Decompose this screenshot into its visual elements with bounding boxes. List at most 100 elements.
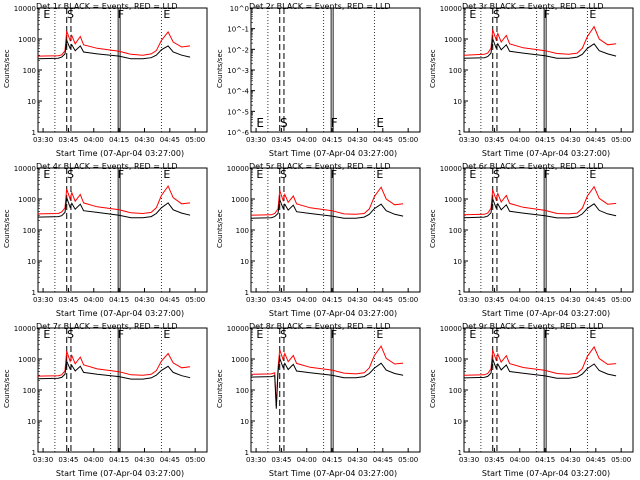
detector-panel-4: 1 10 100 1000 10000 03:30 03:45 04:00 04:15 04:30… xyxy=(0,160,213,320)
panel-plot-svg: 1 10 100 1000 10000 03:30 03:45 04:00 04:15 04:30… xyxy=(440,5,634,144)
x-tick-label: 03:45 xyxy=(484,296,504,304)
panel-title: Det 4r BLACK = Events, RED = LLD xyxy=(36,162,178,171)
events-series-line xyxy=(250,358,404,409)
x-axis-label: Start Time (07-Apr-04 03:27:00) xyxy=(55,149,185,158)
x-tick-label: 05:00 xyxy=(611,296,631,304)
y-tick-label: 10^-4 xyxy=(227,88,249,96)
x-tick-label: 03:45 xyxy=(58,136,78,144)
lld-series-line xyxy=(463,185,617,216)
panel-plot-svg: 1 10 100 1000 10000 03:30 03:45 04:00 04:15 04:30… xyxy=(14,5,208,144)
x-tick-label: 04:00 xyxy=(84,136,104,144)
x-tick-label: 04:30 xyxy=(560,296,580,304)
y-tick-label: 1 xyxy=(245,449,249,457)
x-tick-label: 04:00 xyxy=(297,456,317,464)
lld-series-line xyxy=(37,350,191,377)
detector-panel-3: 1 10 100 1000 10000 03:30 03:45 04:00 04:15 04:30… xyxy=(426,0,639,160)
x-tick-label: 04:45 xyxy=(586,296,606,304)
y-tick-label: 10000 xyxy=(440,325,462,333)
x-tick-label: 03:45 xyxy=(484,456,504,464)
x-tick-label: 05:00 xyxy=(611,136,631,144)
detector-panel-5: 1 10 100 1000 10000 03:30 03:45 04:00 04:15 04:30… xyxy=(213,160,426,320)
x-tick-label: 04:30 xyxy=(134,456,154,464)
event-marker-label: F xyxy=(118,168,124,181)
y-tick-label: 10 xyxy=(453,258,462,266)
x-tick-label: 05:00 xyxy=(398,296,418,304)
x-tick-label: 04:45 xyxy=(586,136,606,144)
y-tick-label: 100 xyxy=(236,227,249,235)
y-axis-label: Counts/sec xyxy=(429,369,437,408)
x-tick-label: 04:00 xyxy=(297,136,317,144)
panel-title: Det 8r BLACK = Events, RED = LLD xyxy=(249,322,391,331)
y-tick-label: 100 xyxy=(449,67,462,75)
event-marker-label: E xyxy=(163,8,170,21)
event-marker-label: E xyxy=(256,116,264,130)
event-marker-label: S xyxy=(67,168,74,181)
y-tick-label: 1000 xyxy=(18,36,36,44)
event-marker-label: E xyxy=(469,328,476,341)
y-tick-label: 1 xyxy=(245,289,249,297)
y-axis-label: Counts/sec xyxy=(429,209,437,248)
x-tick-label: 03:45 xyxy=(271,456,291,464)
x-tick-label: 03:30 xyxy=(459,136,479,144)
x-tick-label: 04:30 xyxy=(560,456,580,464)
event-marker-label: S xyxy=(67,8,74,21)
axis-frame xyxy=(463,167,634,293)
axis-frame xyxy=(250,7,421,133)
x-tick-label: 04:00 xyxy=(510,136,530,144)
y-tick-label: 1000 xyxy=(18,196,36,204)
x-tick-label: 03:45 xyxy=(271,136,291,144)
lld-series-line xyxy=(463,345,617,376)
panel-plot-svg: 1 10 100 1000 10000 03:30 03:45 04:00 04:15 04:30… xyxy=(440,165,634,304)
event-marker-label: S xyxy=(67,328,74,341)
y-tick-label: 100 xyxy=(236,387,249,395)
panel-plot-svg: 1 10 100 1000 10000 03:30 03:45 04:00 04:15 04:30… xyxy=(227,165,421,304)
x-tick-label: 03:30 xyxy=(459,456,479,464)
x-tick-label: 04:30 xyxy=(347,456,367,464)
event-marker-label: F xyxy=(331,328,337,341)
x-tick-label: 04:15 xyxy=(535,456,555,464)
x-tick-label: 03:45 xyxy=(271,296,291,304)
panel-title: Det 2r BLACK = Events, RED = LLD xyxy=(249,2,391,11)
y-tick-label: 10 xyxy=(27,418,36,426)
x-axis-label: Start Time (07-Apr-04 03:27:00) xyxy=(268,149,398,158)
detector-panel-7: 1 10 100 1000 10000 03:30 03:45 04:00 04:15 04:30… xyxy=(0,320,213,480)
x-tick-label: 04:00 xyxy=(510,456,530,464)
x-tick-label: 05:00 xyxy=(185,456,205,464)
panel-title: Det 9r BLACK = Events, RED = LLD xyxy=(462,322,604,331)
event-marker-label: F xyxy=(118,328,124,341)
x-tick-label: 04:45 xyxy=(373,136,393,144)
y-tick-label: 1000 xyxy=(231,356,249,364)
y-tick-label: 10^-3 xyxy=(227,67,249,75)
panel-plot-svg: 1 10 100 1000 10000 03:30 03:45 04:00 04:15 04:30… xyxy=(227,325,421,464)
x-tick-label: 04:30 xyxy=(134,136,154,144)
y-tick-label: 1000 xyxy=(231,196,249,204)
panel-plot-svg: 10^-6 10^-5 10^-4 10^-3 10^-2 10^-1 10^0 03:30 0… xyxy=(227,5,421,144)
y-tick-label: 10000 xyxy=(227,165,249,173)
x-axis-label: Start Time (07-Apr-04 03:27:00) xyxy=(481,309,611,318)
axis-frame xyxy=(37,167,208,293)
y-axis-label: Counts/sec xyxy=(216,209,224,248)
event-marker-label: S xyxy=(493,8,500,21)
x-tick-label: 03:30 xyxy=(246,136,266,144)
y-tick-label: 10^-5 xyxy=(227,108,249,116)
x-tick-label: 03:30 xyxy=(33,136,53,144)
x-tick-label: 04:30 xyxy=(347,296,367,304)
y-tick-label: 10000 xyxy=(227,325,249,333)
y-tick-label: 1 xyxy=(32,289,36,297)
events-series-line xyxy=(463,38,617,59)
y-tick-label: 10000 xyxy=(14,325,36,333)
y-tick-label: 10 xyxy=(240,258,249,266)
x-tick-label: 04:30 xyxy=(560,136,580,144)
y-tick-label: 10^-6 xyxy=(227,129,249,137)
x-tick-label: 04:15 xyxy=(322,136,342,144)
x-tick-label: 04:45 xyxy=(160,296,180,304)
y-tick-label: 1 xyxy=(458,449,462,457)
panel-plot-svg: 1 10 100 1000 10000 03:30 03:45 04:00 04:15 04:30… xyxy=(440,325,634,464)
x-tick-label: 03:45 xyxy=(58,456,78,464)
x-tick-label: 04:15 xyxy=(535,136,555,144)
y-tick-label: 100 xyxy=(23,227,36,235)
axis-frame xyxy=(37,7,208,133)
axis-frame xyxy=(37,327,208,453)
lld-series-line xyxy=(37,30,191,57)
x-tick-label: 04:30 xyxy=(134,296,154,304)
